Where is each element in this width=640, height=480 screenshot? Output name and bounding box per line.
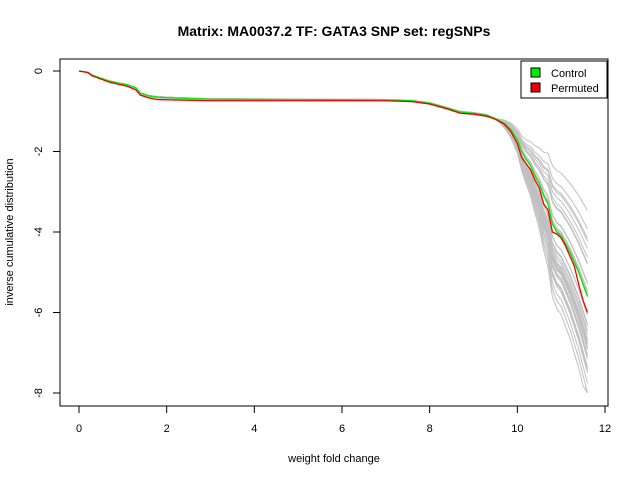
y-tick-label-1: -2 xyxy=(33,147,45,157)
x-tick-label-6: 12 xyxy=(599,423,611,435)
background-series-line xyxy=(78,70,588,394)
legend-swatch-control xyxy=(530,67,541,78)
series-line-permuted xyxy=(78,70,589,313)
background-series-line xyxy=(78,70,588,230)
series-line-control xyxy=(78,70,589,297)
background-series-line xyxy=(78,70,588,368)
background-series-line xyxy=(78,70,588,211)
background-series-line xyxy=(78,70,588,298)
background-series-line xyxy=(78,70,588,325)
background-series-line xyxy=(78,70,588,295)
background-series-line xyxy=(78,70,588,326)
background-series-line xyxy=(78,70,588,331)
background-series-line xyxy=(78,70,588,335)
background-series-line xyxy=(78,70,588,370)
background-series-line xyxy=(78,70,588,384)
background-series-line xyxy=(78,70,588,292)
background-series-line xyxy=(78,70,588,347)
background-series-line xyxy=(78,70,588,292)
background-series-line xyxy=(78,70,588,373)
y-tick-label-3: -6 xyxy=(33,308,45,318)
plot-frame xyxy=(59,58,609,407)
legend: Control Permuted xyxy=(520,60,608,99)
x-tick-label-4: 8 xyxy=(427,423,433,435)
background-series-line xyxy=(78,70,588,345)
chart-title: Matrix: MA0037.2 TF: GATA3 SNP set: regS… xyxy=(178,23,491,39)
y-axis: 0 -2 -4 -6 -8 xyxy=(33,68,61,398)
y-tick-label-0: 0 xyxy=(33,68,45,74)
background-series-line xyxy=(78,70,588,283)
background-series-line xyxy=(78,70,588,340)
x-tick-label-1: 2 xyxy=(164,423,170,435)
background-series-line xyxy=(78,70,588,357)
y-axis-label: inverse cumulative distribution xyxy=(4,158,16,305)
x-tick-label-2: 4 xyxy=(251,423,257,435)
background-series-line xyxy=(78,70,588,350)
background-series-line xyxy=(78,70,588,316)
x-tick-label-0: 0 xyxy=(76,423,82,435)
x-axis-label: weight fold change xyxy=(287,453,380,465)
background-series-line xyxy=(78,70,588,349)
background-series-line xyxy=(78,70,588,355)
x-axis: 0 2 4 6 8 10 12 xyxy=(76,405,611,435)
background-lines xyxy=(78,70,588,394)
background-series-line xyxy=(78,70,588,349)
background-series-line xyxy=(78,70,588,294)
legend-label-permuted: Permuted xyxy=(551,83,599,95)
y-tick-label-2: -4 xyxy=(33,227,45,237)
background-series-line xyxy=(78,70,588,393)
background-series-line xyxy=(78,70,588,342)
legend-label-control: Control xyxy=(551,68,586,80)
y-tick-label-4: -8 xyxy=(33,388,45,398)
background-series-line xyxy=(78,70,588,342)
background-series-line xyxy=(78,70,588,360)
background-series-line xyxy=(78,70,588,316)
background-series-line xyxy=(78,70,588,373)
x-tick-label-3: 6 xyxy=(339,423,345,435)
legend-swatch-permuted xyxy=(530,82,541,93)
background-series-line xyxy=(78,70,588,284)
background-series-line xyxy=(78,70,588,292)
x-tick-label-5: 10 xyxy=(511,423,523,435)
series-lines xyxy=(78,70,589,313)
